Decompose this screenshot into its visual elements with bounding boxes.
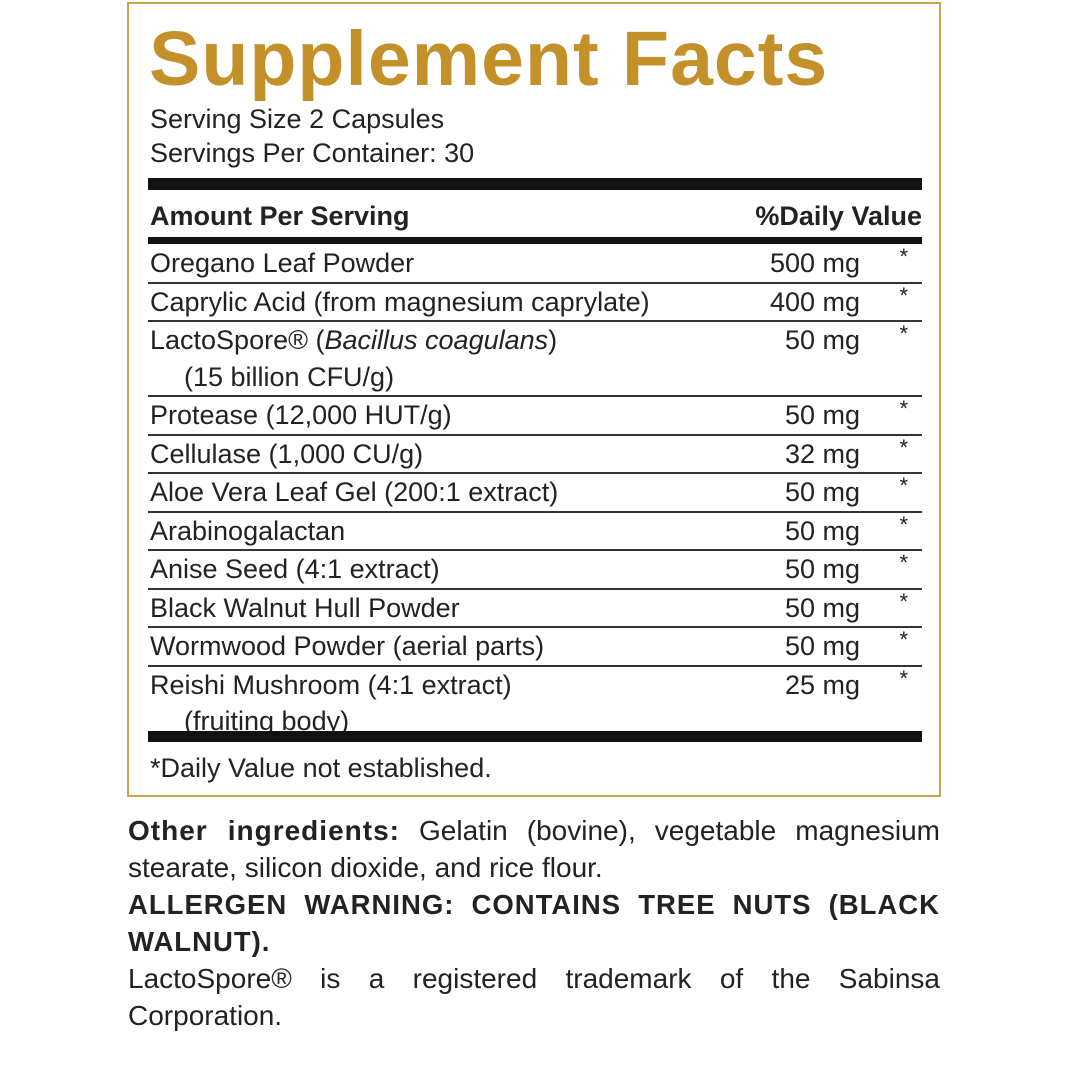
ingredient-amount: 50 mg	[784, 592, 860, 623]
daily-value: *	[899, 665, 908, 691]
ingredient-name: Cellulase (1,000 CU/g)	[148, 436, 750, 473]
ingredient-amount: 50 mg	[784, 554, 860, 584]
table-row: Aloe Vera Leaf Gel (200:1 extract) 50 mg *	[148, 473, 922, 513]
table-row: Arabinogalactan 50 mg *	[148, 512, 922, 551]
table-header: Amount Per Serving %Daily Value	[150, 200, 922, 232]
ingredient-name-text: Reishi Mushroom (4:1 extract)	[150, 669, 512, 700]
daily-value: *	[899, 244, 908, 269]
trademark-notice: LactoSpore® is a registered trademark of…	[128, 963, 940, 1031]
ingredient-name: Aloe Vera Leaf Gel (200:1 extract)	[148, 474, 750, 511]
ingredient-name: Arabinogalactan	[148, 513, 750, 550]
table-row: Reishi Mushroom (4:1 extract) (fruiting b…	[148, 666, 922, 740]
ingredient-name-text: Cellulase (1,000 CU/g)	[150, 438, 424, 469]
dv-header: %Daily Value	[755, 201, 922, 231]
ingredient-amount: 50 mg	[784, 325, 860, 355]
allergen-warning: ALLERGEN WARNING: CONTAINS TREE NUTS (BL…	[128, 889, 940, 957]
ingredient-name-text: Aloe Vera Leaf Gel (200:1 extract)	[150, 477, 559, 507]
other-ingredients: Other ingredients: Gelatin (bovine), veg…	[128, 812, 940, 886]
table-row: Oregano Leaf Powder 500 mg *	[148, 244, 922, 284]
table-row: Anise Seed (4:1 extract) 50 mg *	[148, 550, 922, 590]
other-ingredients-label: Other ingredients:	[128, 815, 400, 846]
daily-value: *	[899, 627, 908, 652]
ingredient-name: Caprylic Acid (from magnesium caprylate)	[148, 284, 750, 321]
ingredient-name: Protease (12,000 HUT/g)	[148, 397, 750, 434]
table-row: Protease (12,000 HUT/g) 50 mg *	[148, 396, 922, 436]
ingredient-amount: 50 mg	[784, 515, 860, 546]
ingredient-name-text: Black Walnut Hull Powder	[150, 592, 460, 623]
daily-value: *	[899, 282, 908, 308]
ingredient-amount: 50 mg	[784, 400, 860, 430]
ingredient-name-text: Arabinogalactan	[150, 515, 346, 546]
daily-value: *	[899, 434, 908, 460]
ingredient-subtext: (15 billion CFU/g)	[184, 361, 395, 392]
ingredient-name-text: Anise Seed (4:1 extract)	[150, 554, 440, 584]
bottom-divider	[148, 731, 922, 742]
ingredient-name-text: Oregano Leaf Powder	[150, 248, 415, 278]
thick-divider	[148, 178, 922, 190]
daily-value: *	[899, 321, 908, 346]
ingredient-name: Wormwood Powder (aerial parts)	[148, 628, 750, 665]
daily-value: *	[899, 511, 908, 537]
ingredient-species: Bacillus coagulans	[324, 325, 549, 355]
daily-value: *	[899, 550, 908, 575]
ingredient-name: Reishi Mushroom (4:1 extract) (fruiting b…	[148, 667, 750, 740]
ingredient-amount: 25 mg	[784, 669, 860, 700]
table-row: Wormwood Powder (aerial parts) 50 mg *	[148, 627, 922, 667]
ingredient-name: Black Walnut Hull Powder	[148, 590, 750, 627]
ingredient-amount: 50 mg	[784, 477, 860, 507]
ingredient-name-text: LactoSpore® (	[150, 325, 325, 355]
other-ingredients-text: Gelatin (bovine), vegetable magnesium st…	[128, 815, 940, 883]
ingredient-name-end: )	[548, 325, 558, 355]
ingredient-amount: 50 mg	[784, 631, 860, 661]
ingredient-amount: 32 mg	[784, 438, 860, 469]
ingredient-name-text: Wormwood Powder (aerial parts)	[150, 631, 545, 661]
ingredient-table: Oregano Leaf Powder 500 mg * Caprylic Acid …	[148, 244, 922, 740]
ingredient-name: Anise Seed (4:1 extract)	[148, 551, 750, 588]
table-row: LactoSpore® (Bacillus coagulans) (15 bill…	[148, 321, 922, 397]
table-row: Cellulase (1,000 CU/g) 32 mg *	[148, 435, 922, 474]
ingredient-name: Oregano Leaf Powder	[148, 245, 750, 282]
other-info: Other ingredients: Gelatin (bovine), veg…	[128, 812, 940, 1034]
ingredient-name: LactoSpore® (Bacillus coagulans) (15 bill…	[148, 322, 750, 395]
panel-title: Supplement Facts	[149, 16, 829, 102]
serving-size: Serving Size 2 Capsules	[150, 104, 445, 134]
daily-value: *	[899, 588, 908, 614]
header-divider	[148, 237, 922, 244]
supplement-facts-panel: Supplement Facts Serving Size 2 Capsules…	[127, 2, 941, 797]
table-row: Black Walnut Hull Powder 50 mg *	[148, 589, 922, 628]
amount-header: Amount Per Serving	[150, 201, 410, 231]
footnote: *Daily Value not established.	[150, 753, 492, 783]
ingredient-amount: 500 mg	[769, 248, 860, 278]
ingredient-amount: 400 mg	[769, 286, 860, 317]
ingredient-name-text: Protease (12,000 HUT/g)	[150, 400, 452, 430]
ingredient-name-text: Caprylic Acid (from magnesium caprylate)	[150, 286, 650, 317]
servings-per-container: Servings Per Container: 30	[150, 138, 475, 168]
table-row: Caprylic Acid (from magnesium caprylate)…	[148, 283, 922, 322]
daily-value: *	[899, 473, 908, 498]
daily-value: *	[899, 396, 908, 421]
